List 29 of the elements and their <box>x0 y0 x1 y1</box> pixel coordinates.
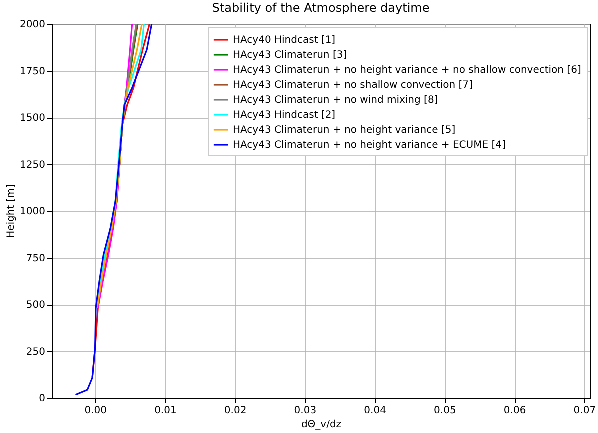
legend-label: HAcy40 Hindcast [1] <box>233 35 336 46</box>
x-axis-title: dΘ_v/dz <box>301 420 342 430</box>
y-tick-label: 1250 <box>20 160 46 171</box>
y-tick-label: 750 <box>26 253 46 264</box>
y-tick-label: 1000 <box>20 206 46 218</box>
x-tick-label: 0.02 <box>224 406 247 416</box>
y-tick-label: 0 <box>39 394 46 404</box>
x-tick-label: 0.06 <box>504 406 526 416</box>
legend-label: HAcy43 Hindcast [2] <box>233 110 336 121</box>
y-tick-label: 1750 <box>20 66 46 78</box>
x-tick-label: 0.05 <box>434 406 456 416</box>
x-tick-label: 0.00 <box>84 406 107 416</box>
legend-label: HAcy43 Climaterun + no wind mixing [8] <box>233 95 438 106</box>
legend-label: HAcy43 Climaterun + no height variance [5] <box>233 125 456 136</box>
y-tick-label: 2000 <box>20 20 46 30</box>
y-tick-label: 500 <box>26 300 46 311</box>
y-tick-label: 250 <box>26 346 46 358</box>
x-tick-label: 0.04 <box>364 406 386 416</box>
legend-label: HAcy43 Climaterun + no shallow convection [7] <box>233 80 473 91</box>
y-axis-title: Height [m] <box>6 184 18 238</box>
legend-label: HAcy43 Climaterun + no height variance + ECUME [4] <box>233 140 506 151</box>
legend-label: HAcy43 Climaterun + no height variance + no shallow convection [6] <box>233 65 582 76</box>
legend-label: HAcy43 Climaterun [3] <box>233 50 348 61</box>
y-tick-label: 1500 <box>20 113 46 124</box>
line-series <box>74 24 153 396</box>
x-tick-label: 0.03 <box>294 406 317 416</box>
chart-title: Stability of the Atmosphere daytime <box>212 1 430 15</box>
x-tick-label: 0.07 <box>574 406 596 416</box>
x-tick-label: 0.01 <box>154 406 177 416</box>
